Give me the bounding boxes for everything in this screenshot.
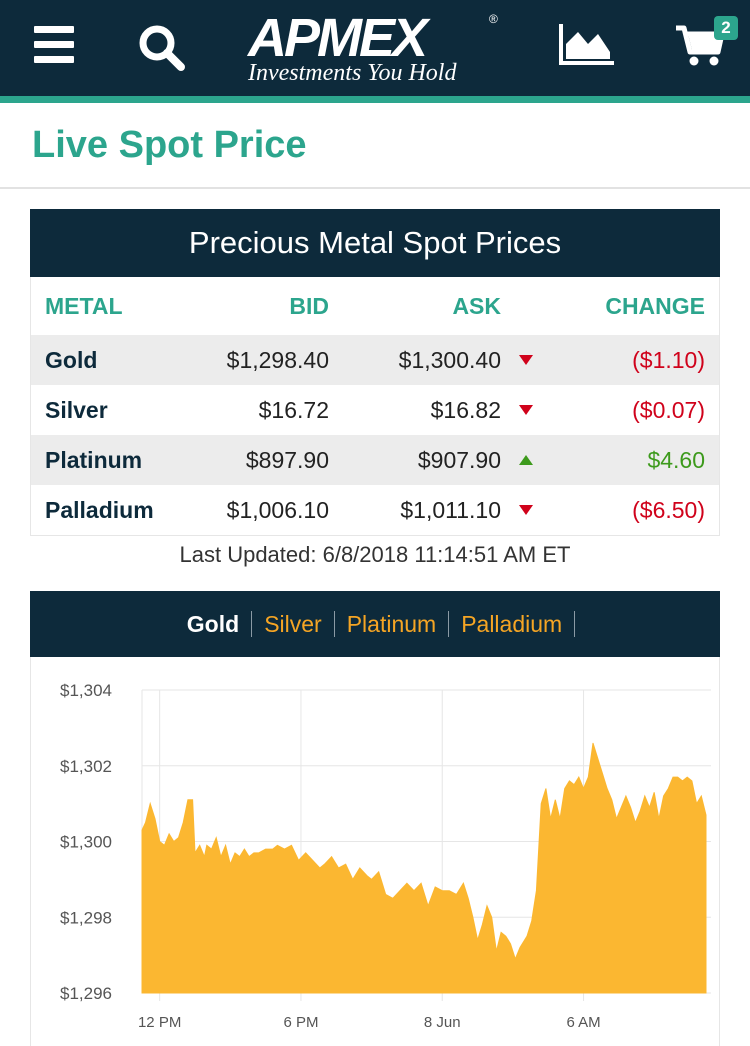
- cart-count-badge: 2: [714, 16, 738, 40]
- logo-wordmark: APMEX: [248, 8, 428, 68]
- bid-price: $1,298.40: [226, 346, 329, 373]
- metal-name: Palladium: [45, 496, 154, 523]
- ask-price: $1,300.40: [398, 346, 501, 373]
- metal-name: Platinum: [45, 446, 143, 473]
- header-accent-stripe: [0, 96, 750, 103]
- price-change: ($0.07): [632, 396, 705, 423]
- price-change: ($1.10): [632, 346, 705, 373]
- title-divider: [0, 187, 750, 189]
- spot-price-card: Precious Metal Spot Prices METAL BID ASK…: [30, 209, 720, 536]
- logo-tagline: Investments You Hold: [248, 60, 457, 86]
- gold-price-area-series: [141, 742, 707, 994]
- tab-palladium[interactable]: Palladium: [449, 611, 576, 637]
- spot-table-title: Precious Metal Spot Prices: [30, 209, 720, 277]
- column-header-change: CHANGE: [605, 292, 705, 319]
- gold-price-chart: $1,304 $1,302 $1,300 $1,298 $1,296 12 PM 6 PM 8…: [30, 657, 720, 1046]
- area-chart-icon[interactable]: [558, 22, 616, 66]
- search-icon[interactable]: [136, 22, 186, 72]
- down-arrow-icon: [519, 355, 533, 365]
- tab-gold[interactable]: Gold: [175, 611, 253, 637]
- shopping-cart-button[interactable]: 2: [674, 16, 740, 74]
- y-tick-label: $1,296: [60, 984, 112, 1003]
- y-tick-label: $1,302: [60, 757, 112, 776]
- x-tick-label: 6 AM: [566, 1014, 600, 1031]
- spot-price-table: METAL BID ASK CHANGE Gold $1,298.40 $1,3…: [30, 277, 720, 536]
- metal-name: Silver: [45, 396, 108, 423]
- x-tick-label: 12 PM: [138, 1014, 181, 1031]
- down-arrow-icon: [519, 405, 533, 415]
- up-arrow-icon: [519, 455, 533, 465]
- x-tick-label: 8 Jun: [424, 1014, 461, 1031]
- table-row-silver[interactable]: Silver $16.72 $16.82 ($0.07): [31, 385, 719, 435]
- ask-price: $16.82: [430, 396, 501, 423]
- table-row-palladium[interactable]: Palladium $1,006.10 $1,011.10 ($6.50): [31, 485, 719, 535]
- ask-price: $1,011.10: [400, 496, 501, 523]
- bid-price: $897.90: [245, 446, 329, 473]
- apmex-logo[interactable]: APMEX ® Investments You Hold: [240, 8, 510, 88]
- hamburger-menu-icon[interactable]: [34, 24, 76, 66]
- price-chart-svg: $1,304 $1,302 $1,300 $1,298 $1,296 12 PM 6 PM 8…: [60, 681, 711, 1031]
- metal-chart-tabs: Gold Silver Platinum Palladium: [30, 591, 720, 657]
- x-tick-label: 6 PM: [283, 1014, 318, 1031]
- metal-name: Gold: [45, 346, 98, 373]
- price-change: ($6.50): [632, 496, 705, 523]
- top-navigation-bar: APMEX ® Investments You Hold 2: [0, 0, 750, 96]
- table-row-gold[interactable]: Gold $1,298.40 $1,300.40 ($1.10): [31, 335, 719, 385]
- column-header-bid: BID: [289, 292, 329, 319]
- tab-platinum[interactable]: Platinum: [335, 611, 450, 637]
- bid-price: $1,006.10: [226, 496, 329, 523]
- y-tick-label: $1,300: [60, 833, 112, 852]
- page-title: Live Spot Price: [32, 124, 307, 166]
- table-row-platinum[interactable]: Platinum $897.90 $907.90 $4.60: [31, 435, 719, 485]
- tab-silver[interactable]: Silver: [252, 611, 335, 637]
- ask-price: $907.90: [417, 446, 501, 473]
- price-change: $4.60: [647, 446, 705, 473]
- table-header-row: METAL BID ASK CHANGE: [31, 277, 719, 335]
- logo-registered-mark: ®: [489, 12, 498, 26]
- bid-price: $16.72: [258, 396, 329, 423]
- column-header-metal: METAL: [45, 292, 123, 319]
- last-updated-text: Last Updated: 6/8/2018 11:14:51 AM ET: [179, 542, 571, 567]
- column-header-ask: ASK: [452, 292, 501, 319]
- down-arrow-icon: [519, 505, 533, 515]
- y-tick-label: $1,298: [60, 908, 112, 927]
- y-tick-label: $1,304: [60, 681, 112, 700]
